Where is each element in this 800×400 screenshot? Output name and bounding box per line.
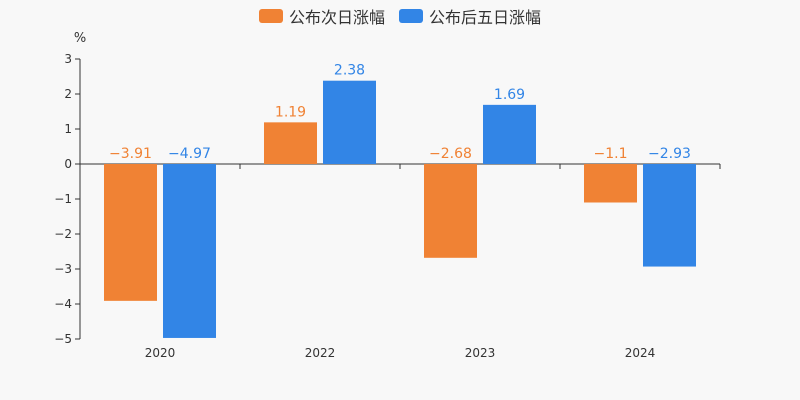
data-labels-group: −3.91 −4.97 1.19 2.38 −2.68 1.69 −1.1 −2.93 — [109, 63, 691, 162]
data-label-series-0: −1.1 — [594, 146, 628, 162]
data-label-series-0: 1.19 — [275, 104, 306, 120]
bar-series-0[interactable] — [104, 164, 157, 301]
bars-group — [104, 80, 696, 338]
y-tick-label: 0 — [64, 157, 72, 171]
bar-series-0[interactable] — [264, 122, 317, 164]
y-axis-unit: % — [74, 31, 86, 46]
y-tick-label: −2 — [54, 227, 72, 241]
y-tick-label: −3 — [54, 262, 72, 276]
y-tick-label: −5 — [54, 332, 72, 346]
data-label-series-1: −2.93 — [648, 146, 691, 162]
y-tick-label: −1 — [54, 192, 72, 206]
data-label-series-0: −2.68 — [429, 146, 472, 162]
legend-label-series-1: 公布后五日涨幅 — [429, 8, 542, 27]
bar-series-0[interactable] — [424, 164, 477, 258]
chart-legend: 公布次日涨幅 公布后五日涨幅 — [0, 4, 800, 28]
data-label-series-1: −4.97 — [168, 146, 211, 162]
data-label-series-1: 2.38 — [334, 63, 365, 79]
bar-series-1[interactable] — [163, 164, 216, 338]
x-tick-label: 2023 — [465, 346, 496, 360]
y-tick-label: 2 — [64, 87, 72, 101]
x-tick-label: 2020 — [145, 346, 176, 360]
data-label-series-1: 1.69 — [494, 87, 525, 103]
y-tick-label: −4 — [54, 297, 72, 311]
y-tick-label: 1 — [64, 122, 72, 136]
bar-series-1[interactable] — [323, 80, 376, 164]
x-tick-label: 2024 — [625, 346, 656, 360]
legend-item-series-1[interactable]: 公布后五日涨幅 — [399, 4, 541, 28]
bar-series-0[interactable] — [584, 164, 637, 203]
y-tick-label: 3 — [64, 52, 72, 66]
legend-item-series-0[interactable]: 公布次日涨幅 — [258, 4, 385, 28]
legend-swatch-series-1 — [399, 9, 423, 23]
data-label-series-0: −3.91 — [109, 146, 152, 162]
x-tick-label: 2022 — [305, 346, 336, 360]
bar-series-1[interactable] — [483, 104, 536, 164]
legend-label-series-0: 公布次日涨幅 — [288, 8, 385, 27]
bar-series-1[interactable] — [643, 164, 696, 267]
legend-swatch-series-0 — [258, 9, 283, 23]
